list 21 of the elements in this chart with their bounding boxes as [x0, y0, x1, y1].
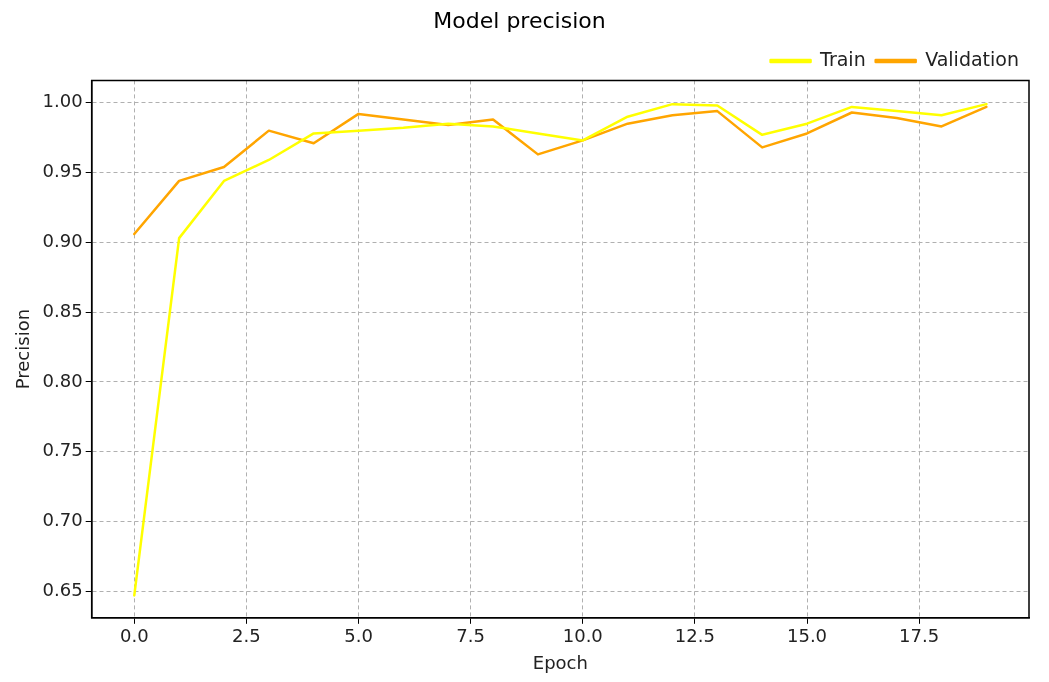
- x-tick-label: 15.0: [786, 625, 828, 647]
- x-tick-label: 5.0: [344, 625, 373, 647]
- x-tick-label: 2.5: [232, 625, 261, 647]
- y-tick-label: 0.70: [42, 509, 83, 531]
- x-axis-title: Epoch: [532, 651, 588, 673]
- x-tick-label: 17.5: [899, 625, 940, 647]
- y-tick-label: 0.65: [42, 578, 83, 600]
- x-tick-label: 12.5: [674, 625, 715, 647]
- y-tick-label: 0.85: [42, 299, 83, 321]
- x-tick-label: 0.0: [119, 625, 149, 647]
- y-tick-label: 0.80: [42, 369, 83, 391]
- y-tick-label: 0.90: [42, 229, 83, 251]
- chart-title: Model precision: [433, 7, 606, 33]
- x-tick-label: 7.5: [456, 625, 485, 647]
- y-tick-label: 0.75: [42, 439, 83, 461]
- legend-label: Train: [819, 47, 866, 70]
- y-axis-title: Precision: [12, 308, 34, 390]
- y-tick-label: 0.95: [42, 160, 83, 182]
- y-tick-label: 1.00: [42, 90, 83, 112]
- x-tick-label: 10.0: [562, 625, 603, 647]
- legend-label: Validation: [925, 47, 1020, 70]
